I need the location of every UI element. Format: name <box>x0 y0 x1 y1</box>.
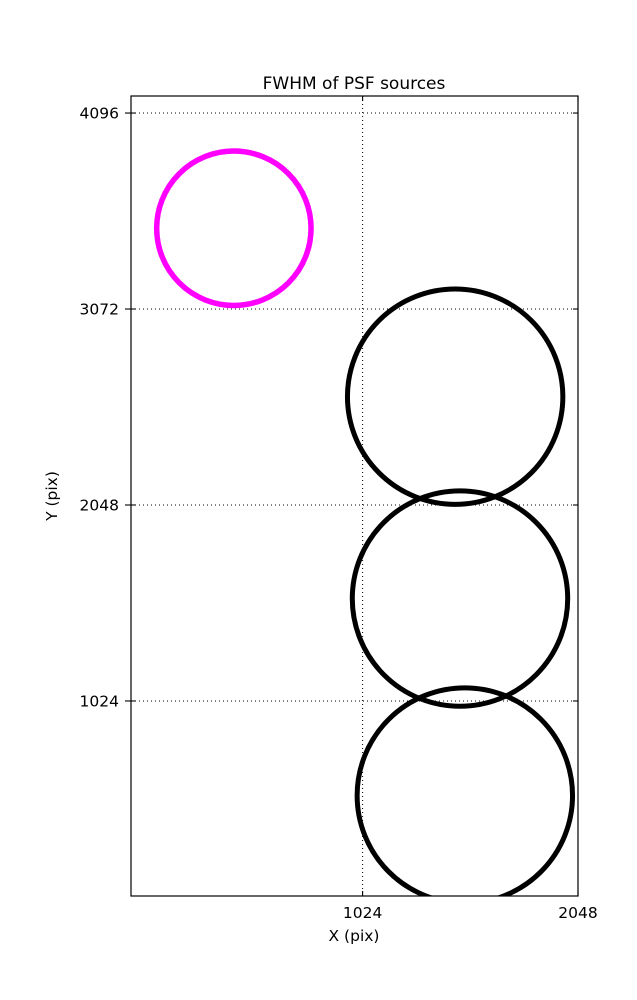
psf-source-circles-0 <box>344 286 566 507</box>
tick-labels: 1024 2048 1024 2048 3072 4096 <box>80 105 598 922</box>
psf-source-circles-1 <box>349 488 571 709</box>
yticklabel-3072: 3072 <box>80 301 119 319</box>
axes-background <box>131 96 578 896</box>
data-layer <box>153 148 575 896</box>
yticklabel-2048: 2048 <box>80 496 119 514</box>
yticklabel-1024: 1024 <box>80 692 119 710</box>
axes-frame <box>130 95 579 897</box>
axis-ticks <box>125 96 579 896</box>
psf-source-circles-2 <box>354 685 575 896</box>
reference-fwhm-circle-0 <box>153 148 314 309</box>
y-axis-label: Y (pix) <box>43 471 61 522</box>
xticklabel-1024: 1024 <box>343 904 382 922</box>
chart-title: FWHM of PSF sources <box>263 74 446 94</box>
yticklabel-4096: 4096 <box>80 105 119 123</box>
x-axis-label: X (pix) <box>329 927 380 945</box>
xticklabel-2048: 2048 <box>558 904 597 922</box>
gridlines <box>131 96 578 896</box>
